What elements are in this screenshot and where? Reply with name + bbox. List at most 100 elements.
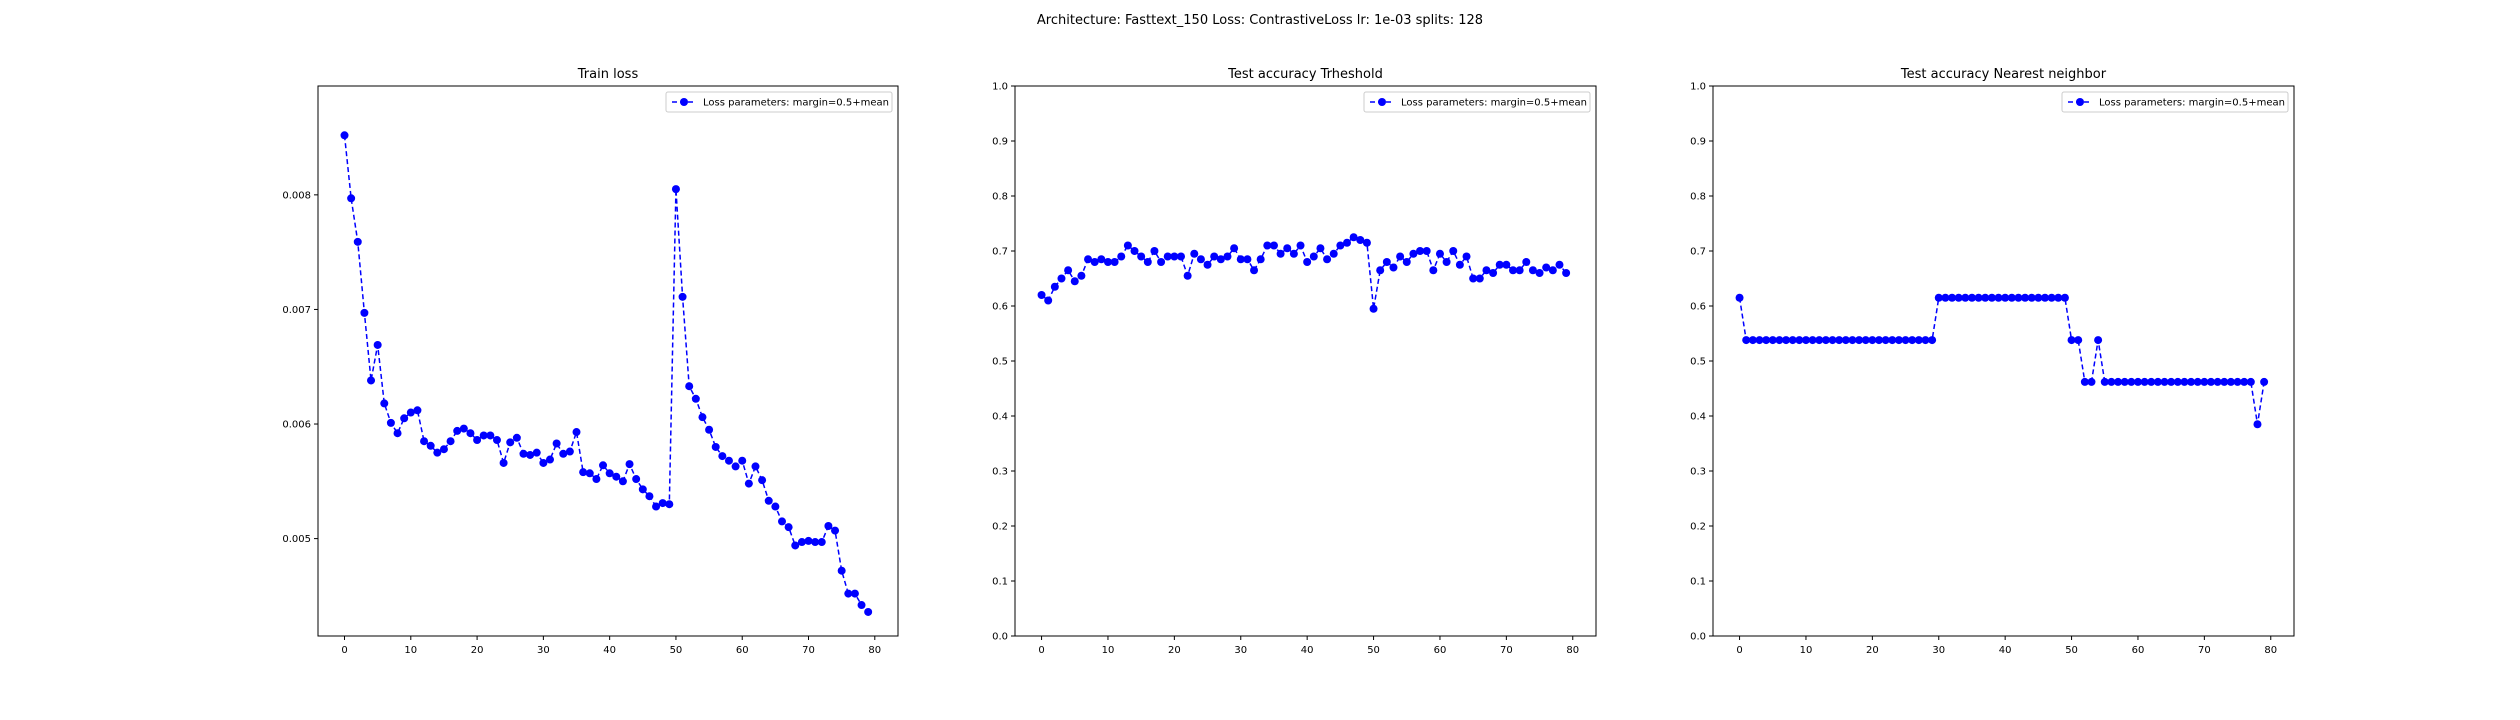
- y-tick-label: 0.9: [992, 137, 1008, 148]
- data-point: [1429, 266, 1438, 275]
- data-point: [532, 448, 541, 457]
- data-point: [1795, 336, 1804, 345]
- data-point: [850, 589, 859, 598]
- y-tick-label: 0.3: [992, 467, 1008, 478]
- data-point: [360, 308, 369, 317]
- data-point: [1835, 336, 1844, 345]
- x-tick-label: 60: [736, 645, 749, 656]
- data-point: [1130, 247, 1139, 255]
- data-point: [466, 429, 475, 438]
- data-point: [1309, 252, 1318, 261]
- chart-test-accuracy-nearest-neighbor: Test accuracy Nearest neighbor 0 10 20 30 40…: [1690, 67, 2295, 656]
- data-point: [2014, 293, 2023, 302]
- data-point: [1343, 238, 1351, 247]
- data-point: [1954, 293, 1963, 302]
- data-point: [1084, 255, 1093, 264]
- data-point: [2047, 293, 2056, 302]
- data-point: [2200, 377, 2209, 386]
- x-tick-label: 20: [1866, 645, 1879, 656]
- legend-label: Loss parameters: margin=0.5+mean: [1401, 98, 1587, 109]
- y-tick-label: 0.9: [1690, 137, 1706, 148]
- data-point: [2260, 377, 2269, 386]
- data-point: [1070, 277, 1079, 286]
- data-point: [2180, 377, 2189, 386]
- data-point: [386, 418, 395, 427]
- data-point: [393, 429, 402, 438]
- data-point: [373, 340, 382, 349]
- data-point: [459, 424, 468, 433]
- data-point: [347, 194, 356, 203]
- data-point: [1329, 249, 1338, 258]
- data-point: [685, 382, 694, 391]
- chart-title: Test accuracy Nearest neighbor: [1900, 67, 2107, 82]
- x-tick-label: 80: [2264, 645, 2277, 656]
- data-point: [738, 456, 747, 465]
- data-point: [2153, 377, 2162, 386]
- data-point: [1269, 241, 1278, 250]
- y-tick-label: 0.2: [992, 522, 1008, 533]
- x-tick-label: 0: [1736, 645, 1742, 656]
- y-tick-label: 1.0: [1690, 82, 1706, 93]
- data-point: [1243, 255, 1252, 264]
- data-point: [791, 541, 800, 550]
- data-point: [1316, 244, 1325, 253]
- data-point: [1236, 255, 1245, 264]
- data-point: [2080, 377, 2089, 386]
- data-point: [2114, 377, 2123, 386]
- data-point: [406, 408, 415, 417]
- legend-box: [665, 91, 893, 113]
- data-point: [638, 485, 647, 494]
- data-point: [2107, 377, 2116, 386]
- data-point: [1495, 260, 1504, 269]
- data-point: [1762, 336, 1771, 345]
- y-tick-label: 0.1: [992, 577, 1008, 588]
- y-axis-ticks: 0.0 0.1 0.2 0.3 0.4 0.5 0.6 0.7 0.8 0.9 1.0: [992, 82, 1015, 643]
- data-point: [1097, 255, 1106, 264]
- x-tick-label: 60: [2132, 645, 2145, 656]
- data-point: [1190, 249, 1199, 258]
- data-point: [1303, 258, 1312, 266]
- data-point: [1462, 252, 1471, 261]
- data-point: [1881, 336, 1890, 345]
- data-point: [784, 523, 793, 532]
- y-tick-label: 0.005: [282, 534, 311, 545]
- data-point: [1289, 249, 1298, 258]
- data-point: [1542, 263, 1551, 272]
- data-point: [645, 492, 654, 501]
- data-point: [1841, 336, 1850, 345]
- data-point: [824, 522, 833, 530]
- data-point: [1828, 336, 1837, 345]
- y-tick-label: 0.8: [992, 192, 1008, 203]
- data-point: [565, 447, 574, 456]
- data-point: [1528, 266, 1537, 275]
- data-point: [1522, 258, 1531, 266]
- data-point: [1150, 247, 1159, 255]
- data-point: [2074, 336, 2083, 345]
- data-point: [1044, 296, 1053, 305]
- data-point: [486, 431, 495, 440]
- x-tick-label: 80: [868, 645, 881, 656]
- x-tick-label: 50: [670, 645, 683, 656]
- data-point: [599, 461, 608, 470]
- data-point: [1815, 336, 1824, 345]
- data-point: [1402, 258, 1411, 266]
- data-point: [1987, 293, 1996, 302]
- x-axis-ticks: 0 10 20 30 40 50 60 70 80: [341, 636, 881, 656]
- data-point: [1768, 336, 1777, 345]
- data-point: [864, 607, 873, 616]
- data-point: [579, 468, 588, 477]
- data-point: [2094, 336, 2103, 345]
- data-point: [1336, 241, 1345, 250]
- x-tick-label: 0: [1038, 645, 1044, 656]
- y-tick-label: 0.0: [1690, 632, 1706, 643]
- data-point: [1090, 258, 1099, 266]
- data-point: [1748, 336, 1757, 345]
- x-axis-ticks: 0 10 20 30 40 50 60 70 80: [1736, 636, 2277, 656]
- data-point: [1475, 274, 1484, 283]
- data-point: [1994, 293, 2003, 302]
- data-point: [1256, 255, 1265, 264]
- data-point: [1808, 336, 1817, 345]
- data-point: [1888, 336, 1897, 345]
- y-tick-label: 0.6: [1690, 302, 1706, 313]
- data-point: [2007, 293, 2016, 302]
